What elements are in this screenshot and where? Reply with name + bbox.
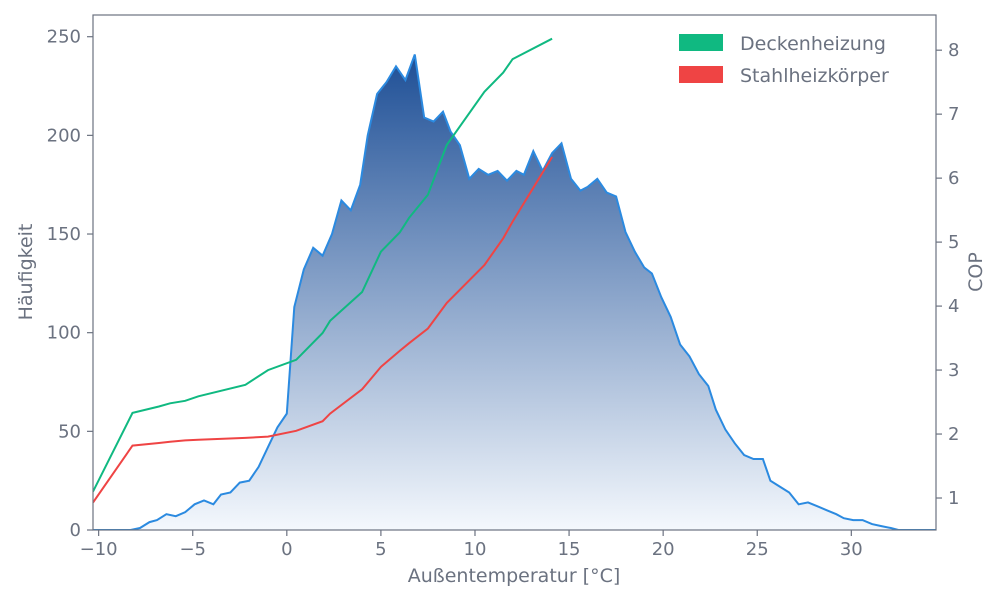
- histogram-area: [93, 54, 936, 530]
- y-tick-label: 200: [47, 125, 81, 146]
- y2-tick-label: 8: [948, 40, 959, 61]
- plot-frame: [92, 14, 937, 531]
- y2-tick-label: 6: [948, 168, 959, 189]
- legend-label-1: Deckenheizung: [740, 33, 886, 55]
- x-tick-label: 0: [281, 539, 292, 560]
- legend-swatch-1: [679, 34, 723, 51]
- x-tick-label: −10: [80, 539, 118, 560]
- y-tick-label: 0: [70, 520, 81, 541]
- x-tick-label: 10: [464, 539, 487, 560]
- y2-tick-label: 3: [948, 360, 959, 381]
- series-line-2: [93, 156, 553, 504]
- legend-swatch-2: [679, 66, 723, 83]
- x-tick-label: 30: [840, 539, 863, 560]
- x-tick-label: 20: [652, 539, 675, 560]
- series-line-1: [93, 37, 553, 493]
- y2-tick-label: 1: [948, 488, 959, 509]
- y-tick-label: 150: [47, 224, 81, 245]
- x-tick-label: 5: [375, 539, 386, 560]
- histogram-outline: [93, 54, 936, 530]
- y-tick-label: 250: [47, 27, 81, 48]
- x-tick-label: −5: [179, 539, 206, 560]
- legend: Deckenheizung Stahlheizkörper: [679, 33, 889, 87]
- x-tick-label: 25: [746, 539, 769, 560]
- y2-tick-label: 7: [948, 104, 959, 125]
- y2-axis-title: COP: [965, 252, 987, 292]
- x-tick-label: 15: [558, 539, 581, 560]
- x-axis-title: Außentemperatur [°C]: [408, 565, 621, 587]
- y-tick-label: 100: [47, 323, 81, 344]
- y2-tick-label: 2: [948, 424, 959, 445]
- legend-label-2: Stahlheizkörper: [740, 65, 889, 87]
- y2-tick-label: 4: [948, 296, 959, 317]
- y-tick-label: 50: [58, 421, 81, 442]
- y-axis-title: Häufigkeit: [15, 224, 37, 321]
- y2-tick-label: 5: [948, 232, 959, 253]
